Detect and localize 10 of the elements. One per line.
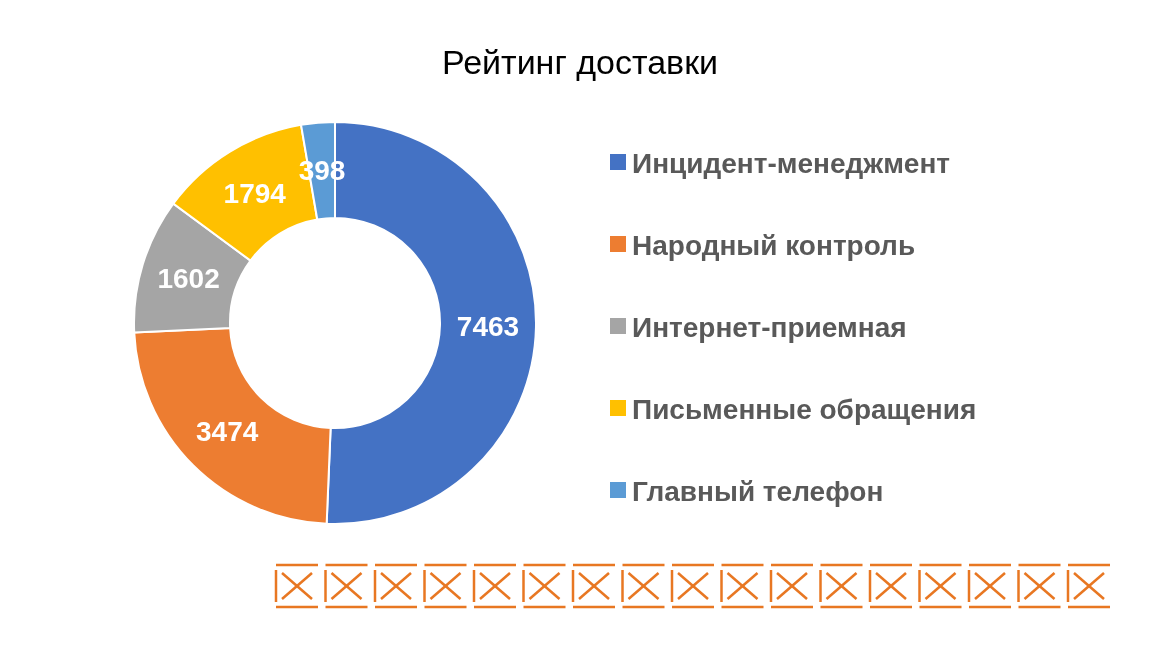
data-label: 1794 [223, 177, 287, 209]
legend-label: Интернет-приемная [632, 311, 907, 343]
chart-title: Рейтинг доставки [441, 43, 719, 81]
data-label: 3474 [195, 416, 259, 448]
data-label: 7463 [456, 310, 520, 342]
legend-label: Письменные обращения [632, 393, 977, 425]
data-label: 1602 [157, 263, 220, 295]
legend-label: Народный контроль [632, 229, 916, 261]
legend-label: Главный телефон [632, 475, 884, 507]
legend-label: Инцидент-менеджмент [632, 147, 951, 179]
